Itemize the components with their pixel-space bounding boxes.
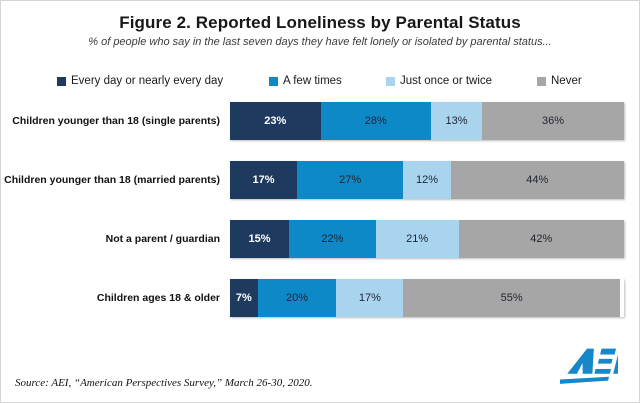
legend-item: A few times	[269, 75, 386, 87]
legend-label: Every day or nearly every day	[71, 75, 224, 87]
legend-label: Never	[551, 75, 582, 87]
bar-row: Not a parent / guardian 15% 22% 21% 42%	[1, 220, 624, 258]
bar-segment: 17%	[230, 161, 297, 199]
bar-segment: 15%	[230, 220, 290, 258]
category-label: Not a parent / guardian	[105, 233, 220, 245]
bar-row: Children younger than 18 (single parents…	[1, 102, 624, 140]
bar-segment: 12%	[403, 161, 451, 199]
bar-segment: 22%	[289, 220, 376, 258]
logo-letter-i	[613, 348, 618, 374]
category-label: Children younger than 18 (single parents…	[12, 115, 220, 127]
bar-segment: 44%	[450, 161, 624, 199]
bar-segment: 7%	[230, 279, 258, 317]
legend-item: Every day or nearly every day	[57, 75, 269, 87]
logo-letter-e-bar	[594, 368, 612, 374]
logo-underline-swoosh	[560, 376, 610, 384]
logo-letter-e-bar	[597, 358, 613, 364]
chart-title: Figure 2. Reported Loneliness by Parenta…	[119, 13, 521, 32]
legend-item: Just once or twice	[386, 75, 537, 87]
bar-segment: 23%	[230, 102, 321, 140]
stacked-bar: 15% 22% 21% 42%	[230, 220, 624, 258]
bar-segment: 36%	[482, 102, 624, 140]
legend-label: Just once or twice	[400, 75, 493, 87]
legend: Every day or nearly every day A few times…	[1, 75, 639, 87]
legend-label: A few times	[283, 75, 342, 87]
legend-item: Never	[537, 75, 599, 87]
category-label: Children younger than 18 (married parent…	[4, 174, 220, 186]
logo-letter-e-bar	[600, 348, 617, 355]
bar-row: Children ages 18 & older 7% 20% 17% 55%	[1, 279, 624, 317]
category-label: Children ages 18 & older	[96, 292, 220, 304]
chart-subtitle: % of people who say in the last seven da…	[88, 36, 552, 48]
bar-segment: 27%	[296, 161, 404, 199]
stacked-bar: 23% 28% 13% 36%	[230, 102, 624, 140]
logo-letter-a-notch	[576, 363, 583, 374]
stacked-bar: 17% 27% 12% 44%	[230, 161, 624, 199]
source-note: Source: AEI, “American Perspectives Surv…	[15, 377, 313, 389]
stacked-bar: 7% 20% 17% 55%	[230, 279, 624, 317]
bar-segment: 20%	[257, 279, 337, 317]
legend-swatch	[57, 76, 66, 86]
bar-segment: 55%	[403, 279, 621, 317]
aei-logo	[560, 348, 618, 384]
bar-segment: 13%	[430, 102, 483, 140]
stacked-bar-chart: Children younger than 18 (single parents…	[1, 102, 639, 317]
legend-swatch	[386, 76, 395, 86]
bar-segment: 17%	[336, 279, 404, 317]
logo-letter-a	[567, 348, 594, 374]
legend-swatch	[537, 76, 546, 86]
legend-swatch	[269, 76, 278, 86]
bar-row: Children younger than 18 (married parent…	[1, 161, 624, 199]
bar-segment: 42%	[458, 220, 624, 258]
bar-segment: 28%	[320, 102, 431, 140]
bar-segment: 21%	[375, 220, 459, 258]
